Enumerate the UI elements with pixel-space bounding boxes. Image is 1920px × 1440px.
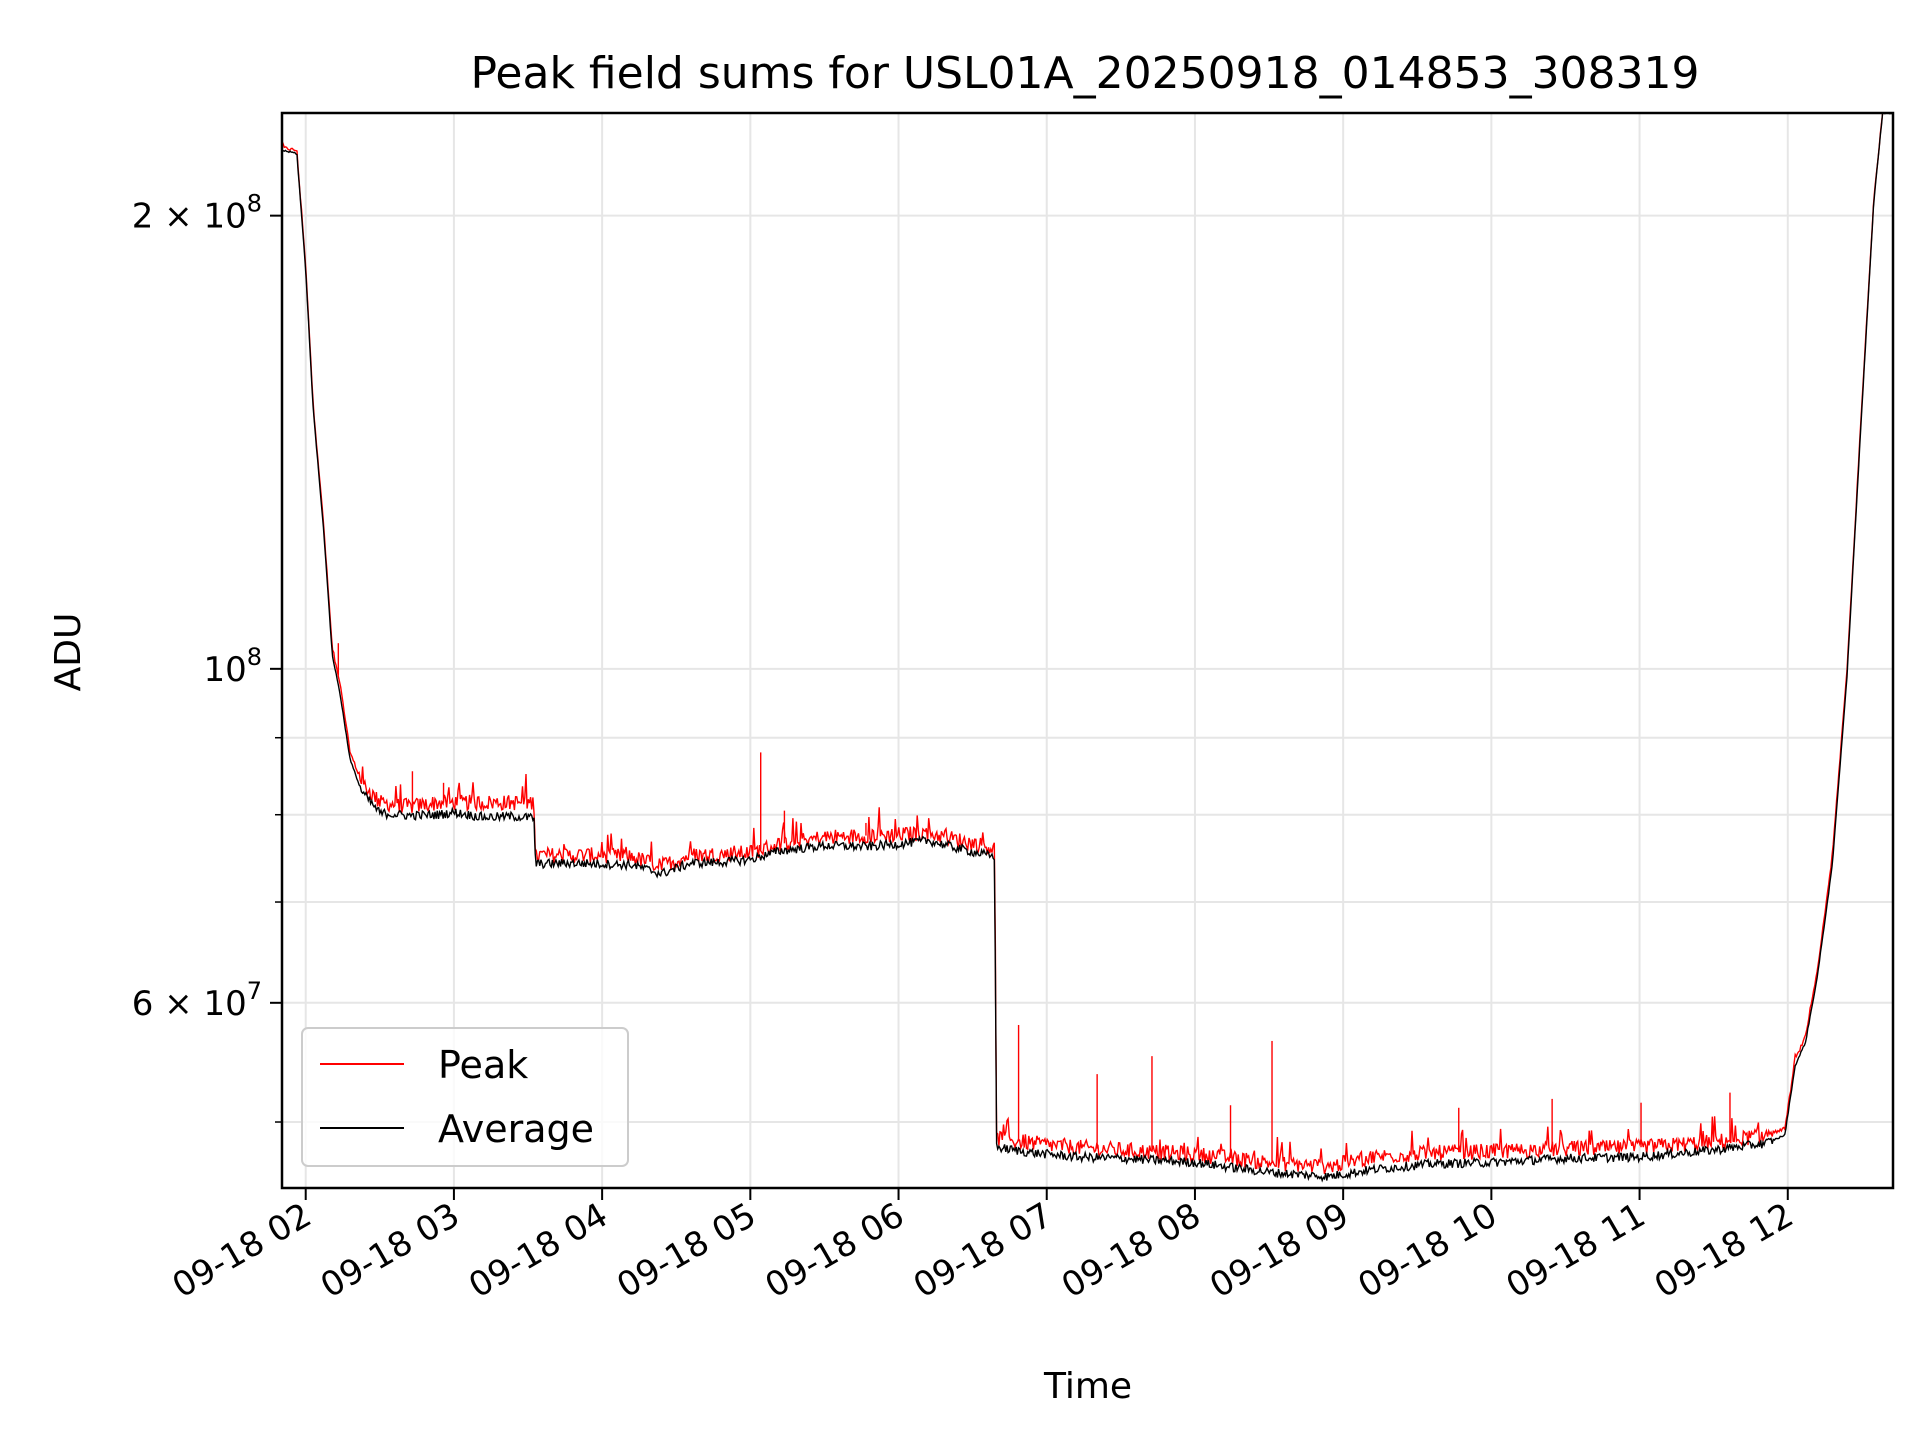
plot-frame [280,111,1895,1190]
y-axis-label: ADU [48,613,89,692]
chart-title: Peak field sums for USL01A_20250918_0148… [470,48,1699,99]
x-tick-label: 09-18 11 [1500,1195,1652,1306]
y-tick-label: 6 × 107 [132,977,262,1024]
x-tick-label: 09-18 04 [462,1195,614,1306]
x-tick-label: 09-18 10 [1351,1195,1503,1306]
x-axis-label: Time [1043,1366,1132,1407]
x-tick-label: 09-18 12 [1648,1195,1800,1306]
x-tick-label: 09-18 07 [907,1195,1059,1306]
x-tick-label: 09-18 05 [610,1195,762,1306]
legend-label-peak: Peak [438,1043,528,1087]
x-tick-label: 09-18 09 [1203,1195,1355,1306]
legend-box [301,1027,629,1167]
legend-label-average: Average [438,1107,594,1151]
plot-lines [281,112,1894,1183]
x-tick-label: 09-18 02 [166,1195,318,1306]
series-line-average [281,112,1894,1183]
series-line-peak [281,112,1894,1175]
x-tick-label: 09-18 08 [1055,1195,1207,1306]
grid [282,113,1893,1188]
y-tick-label: 2 × 108 [132,190,262,237]
legend: Peak Average [301,1027,629,1167]
y-axis: 2 × 108 108 6 × 107 [132,190,282,1123]
x-tick-label: 09-18 03 [314,1195,466,1306]
y-tick-label: 108 [203,643,262,690]
x-tick-label: 09-18 06 [759,1195,911,1306]
